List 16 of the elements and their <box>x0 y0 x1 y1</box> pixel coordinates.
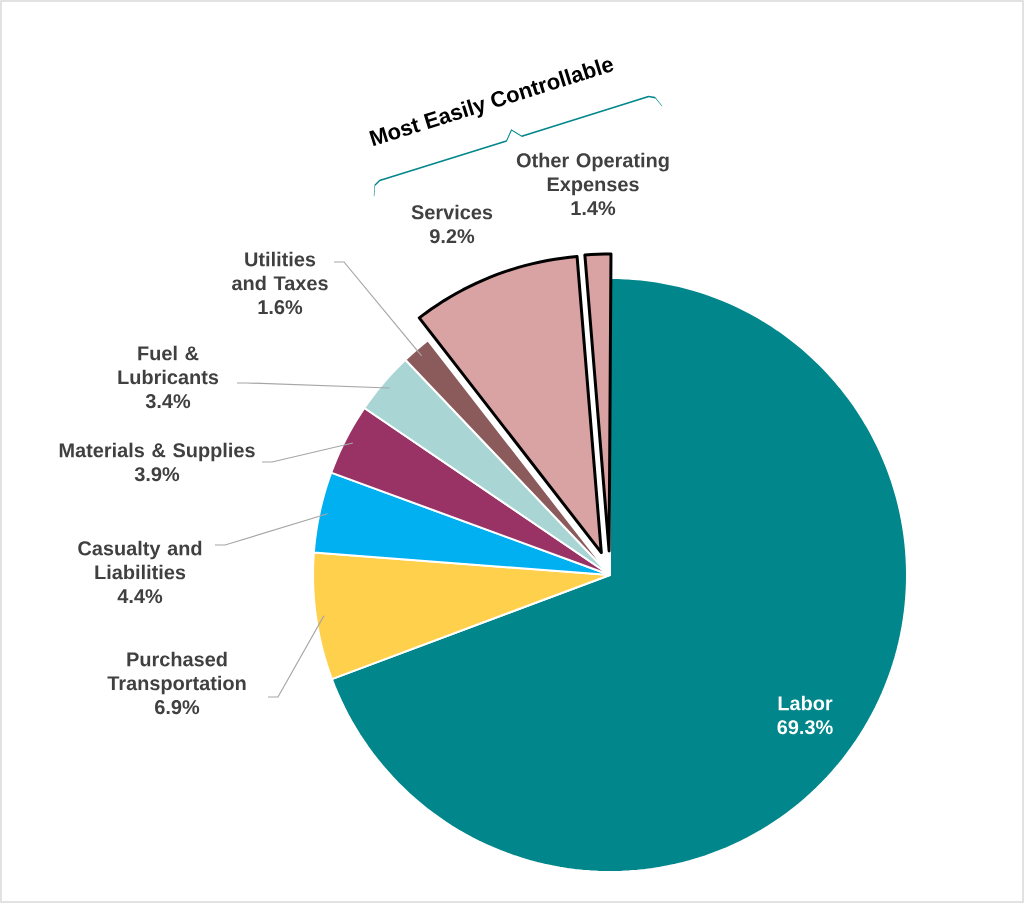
slice-label: Casualty and Liabilities <box>78 540 202 580</box>
data-label: 4.4% <box>117 589 163 604</box>
data-label: 1.4% <box>571 201 616 216</box>
slice-label: Labor <box>778 695 833 711</box>
data-label: 3.4% <box>145 394 191 409</box>
data-label: 6.9% <box>155 700 200 715</box>
data-label: 3.9% <box>134 467 180 482</box>
slice-label: Fuel & Lubricants <box>118 345 219 385</box>
slice-label: Other Operating Expenses <box>516 152 669 196</box>
slice-label: Purchased Transportation <box>107 651 246 695</box>
data-label: 1.6% <box>258 300 303 315</box>
slice-label: Services <box>411 204 493 220</box>
slice-label: Materials & Supplies <box>59 442 255 462</box>
slice-label: Utilities and Taxes <box>232 251 328 291</box>
data-label: 69.3% <box>777 720 833 735</box>
data-label: 9.2% <box>429 229 475 244</box>
